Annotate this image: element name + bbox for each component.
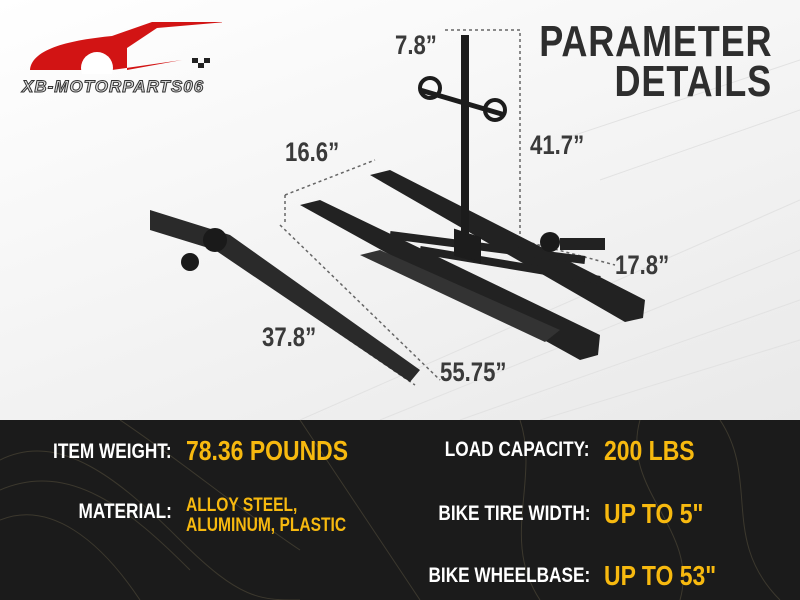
- product-image-area: XB-MOTORPARTS06 PARAMETER DETAILS 7.8” 1…: [0, 0, 800, 421]
- dimension-rack-width: 17.8”: [615, 250, 670, 280]
- item-weight-value: 78.36 POUNDS: [186, 435, 349, 466]
- material-value-line1: ALLOY STEEL,: [186, 495, 298, 516]
- wheel-trays: [300, 170, 645, 360]
- dimension-mast-width: 7.8”: [395, 30, 437, 60]
- item-weight-label: ITEM WEIGHT:: [53, 440, 172, 463]
- logo-text: XB-MOTORPARTS06: [22, 77, 205, 97]
- specs-panel: ITEM WEIGHT: 78.36 POUNDS MATERIAL: ALLO…: [0, 420, 800, 600]
- mast: [418, 35, 507, 264]
- loading-ramp: [150, 210, 420, 382]
- material-label: MATERIAL:: [78, 500, 172, 523]
- wheelbase-label: BIKE WHEELBASE:: [428, 564, 590, 587]
- wheelbase-value: UP TO 53": [604, 560, 717, 591]
- load-capacity-label: LOAD CAPACITY:: [445, 438, 590, 461]
- topographic-pattern: [0, 420, 781, 600]
- tire-width-label: BIKE TIRE WIDTH:: [437, 502, 590, 525]
- material-value-line2: ALUMINUM, PLASTIC: [186, 515, 347, 536]
- bike-rack-illustration: [150, 29, 800, 421]
- dimension-tray-length: 55.75”: [440, 357, 507, 387]
- load-capacity-value: 200 LBS: [604, 435, 695, 466]
- dimension-tray-spacing: 16.6”: [285, 137, 340, 167]
- brand-logo: XB-MOTORPARTS06: [22, 18, 227, 97]
- dimension-ramp-length: 37.8”: [262, 322, 317, 352]
- page-title-line2: DETAILS: [614, 57, 772, 106]
- car-logo-icon: [30, 22, 227, 84]
- tire-width-value: UP TO 5": [604, 498, 704, 529]
- page-title-line1: PARAMETER: [538, 17, 772, 66]
- dimension-mast-height: 41.7”: [530, 130, 585, 160]
